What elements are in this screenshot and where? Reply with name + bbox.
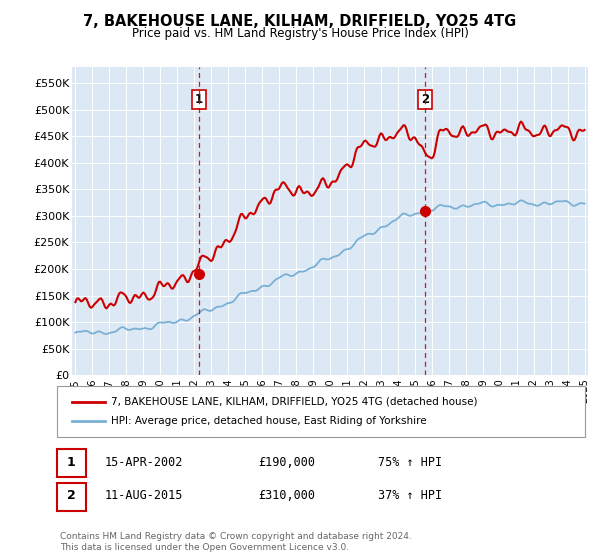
Text: £310,000: £310,000 <box>258 489 315 502</box>
Text: £190,000: £190,000 <box>258 455 315 469</box>
Text: 75% ↑ HPI: 75% ↑ HPI <box>378 455 442 469</box>
Text: 37% ↑ HPI: 37% ↑ HPI <box>378 489 442 502</box>
Text: 7, BAKEHOUSE LANE, KILHAM, DRIFFIELD, YO25 4TG (detached house): 7, BAKEHOUSE LANE, KILHAM, DRIFFIELD, YO… <box>111 396 478 407</box>
Text: 7, BAKEHOUSE LANE, KILHAM, DRIFFIELD, YO25 4TG: 7, BAKEHOUSE LANE, KILHAM, DRIFFIELD, YO… <box>83 14 517 29</box>
Text: 2: 2 <box>421 93 430 106</box>
Text: HPI: Average price, detached house, East Riding of Yorkshire: HPI: Average price, detached house, East… <box>111 417 427 427</box>
Text: 11-AUG-2015: 11-AUG-2015 <box>105 489 184 502</box>
Text: 2: 2 <box>67 489 76 502</box>
Text: Contains HM Land Registry data © Crown copyright and database right 2024.
This d: Contains HM Land Registry data © Crown c… <box>60 532 412 552</box>
Text: Price paid vs. HM Land Registry's House Price Index (HPI): Price paid vs. HM Land Registry's House … <box>131 27 469 40</box>
Text: 15-APR-2002: 15-APR-2002 <box>105 455 184 469</box>
Text: 1: 1 <box>67 455 76 469</box>
Text: 1: 1 <box>195 93 203 106</box>
